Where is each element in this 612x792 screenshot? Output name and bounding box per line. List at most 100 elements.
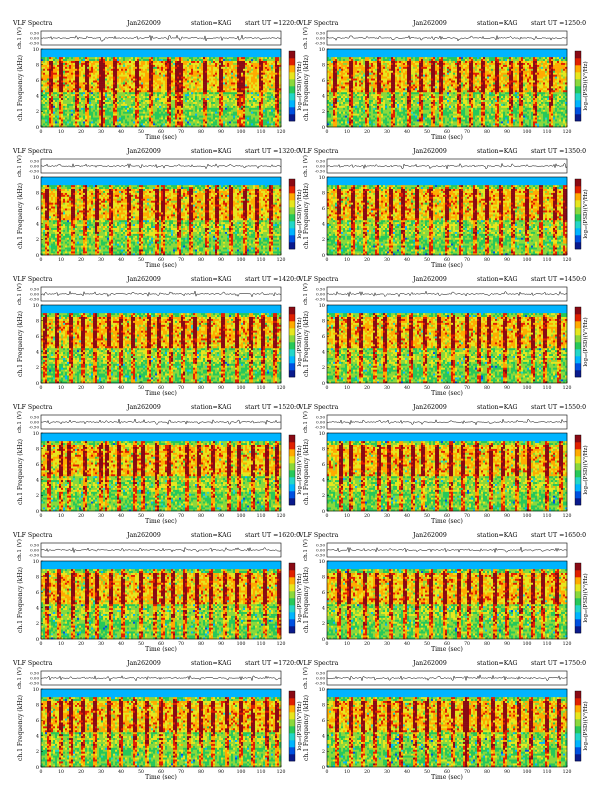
spectrogram-cell (163, 66, 166, 69)
spectrogram-cell (565, 125, 568, 128)
spectrogram-cell (265, 121, 268, 124)
spectrogram-cell (135, 76, 138, 79)
spectrogram-cell (211, 60, 214, 63)
spectrogram-cell (67, 74, 70, 77)
spectrogram-cell (223, 76, 226, 79)
spectrogram-cell (131, 50, 134, 54)
spectrogram-cell (99, 107, 102, 110)
spectrogram-cell (169, 68, 172, 71)
spectrogram-cell (117, 86, 120, 89)
spectrogram-cell (85, 49, 88, 52)
spectrogram-cell (251, 68, 254, 71)
spectrogram-cell (129, 99, 132, 102)
spectrogram-cell (235, 58, 238, 61)
spectrogram-cell (239, 54, 242, 58)
spectrogram-cell (555, 125, 558, 128)
spectrogram-cell (219, 125, 222, 128)
spectrogram-cell (265, 86, 268, 89)
spectrogram-cell (93, 101, 96, 104)
spectrogram-cell (245, 95, 248, 99)
spectrogram-cell (271, 107, 274, 110)
spectrogram-cell (139, 68, 142, 71)
spectrogram-cell (473, 125, 476, 128)
spectrogram-cell (203, 76, 206, 79)
spectrogram-cell (139, 76, 142, 79)
spectrogram-cell (63, 58, 66, 61)
spectrogram-cell (83, 121, 86, 124)
spectrogram-cell (163, 125, 166, 128)
spectrogram-cell (127, 86, 130, 89)
spectrogram-cell (145, 103, 148, 106)
spectrogram-cell (149, 113, 152, 116)
spectrogram-cell (233, 49, 236, 52)
spectrogram-cell (187, 76, 190, 79)
spectrogram-cell (83, 68, 86, 71)
spectrogram-cell (237, 70, 240, 73)
spectrogram-cell (159, 80, 162, 83)
spectrogram-cell (133, 84, 136, 87)
spectrogram-cell (255, 72, 258, 75)
spectrogram-cell (187, 88, 190, 91)
spectrogram-cell (273, 49, 276, 52)
spectrogram-cell (185, 117, 188, 120)
spectrogram-cell (243, 113, 246, 116)
spectrogram-cell (247, 64, 250, 67)
spectrogram-cell (61, 107, 64, 110)
spectrogram-cell (201, 82, 204, 85)
spectrogram-cell (173, 49, 176, 52)
spectrogram-cell (77, 78, 80, 81)
spectrogram-cell (119, 123, 122, 126)
spectrogram-cell (115, 113, 118, 116)
spectrogram-cell (207, 88, 210, 91)
spectrogram-cell (41, 91, 44, 95)
spectrogram-cell (99, 54, 102, 58)
spectrogram-cell (57, 117, 60, 120)
spectrogram-cell (165, 72, 168, 75)
spectrogram-cell (65, 84, 68, 87)
spectrogram-cell (175, 97, 178, 100)
spectrogram-cell (505, 125, 508, 128)
spectrogram-cell (235, 117, 238, 120)
spectrogram-cell (91, 97, 94, 100)
spectrogram-cell (55, 58, 58, 61)
spectrogram-cell (139, 66, 142, 69)
spectrogram-cell (95, 86, 98, 89)
spectrogram-cell (133, 50, 136, 54)
spectrogram-cell (251, 119, 254, 122)
spectrogram-cell (197, 121, 200, 124)
spectrogram-cell (43, 123, 46, 126)
spectrogram-cell (99, 50, 102, 54)
spectrogram-cell (277, 101, 280, 104)
spectrogram-cell (175, 109, 178, 112)
spectrogram-cell (279, 105, 282, 108)
spectrogram-cell (137, 111, 140, 114)
spectrogram-cell (179, 60, 182, 63)
spectrogram-cell (205, 49, 208, 52)
spectrogram-cell (221, 121, 224, 124)
spectrogram-cell (111, 56, 114, 60)
spectrogram-cell (65, 113, 68, 116)
spectrogram-cell (213, 89, 216, 93)
spectrogram-cell (451, 125, 454, 128)
spectrogram-cell (149, 97, 152, 100)
spectrogram-cell (95, 52, 98, 56)
spectrogram-cell (85, 105, 88, 108)
spectrogram-cell (183, 76, 186, 79)
spectrogram-cell (215, 82, 218, 85)
spectrogram-cell (143, 54, 146, 58)
spectrogram-cell (211, 78, 214, 81)
spectrogram-cell (99, 70, 102, 73)
spectrogram-cell (135, 74, 138, 77)
spectrogram-cell (241, 56, 244, 60)
spectrogram-cell (187, 68, 190, 71)
spectrogram-cell (61, 49, 64, 52)
spectrogram-cell (91, 82, 94, 85)
spectrogram-cell (275, 72, 278, 75)
spectrogram-cell (265, 80, 268, 83)
spectrogram-cell (63, 95, 66, 99)
spectrogram-cell (147, 54, 150, 58)
spectrogram-cell (219, 119, 222, 122)
spectrogram-cell (57, 66, 60, 69)
spectrogram-cell (173, 97, 176, 100)
spectrogram-cell (161, 78, 164, 81)
